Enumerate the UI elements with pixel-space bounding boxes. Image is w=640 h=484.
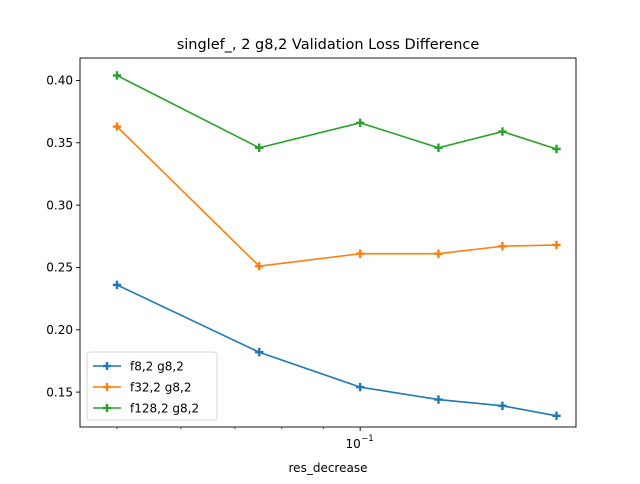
axes: 0.15 0.20 0.25 0.30 0.35 0.40 10 −1 bbox=[46, 57, 577, 451]
series-line bbox=[112, 71, 561, 154]
data-point bbox=[498, 127, 507, 136]
data-point bbox=[498, 242, 507, 251]
y-tick-label: 0.20 bbox=[46, 323, 73, 337]
series-path bbox=[116, 125, 557, 268]
y-tick-label: 0.40 bbox=[46, 74, 73, 88]
x-axis-label: res_decrease bbox=[289, 461, 368, 475]
y-tick-label: 0.35 bbox=[46, 136, 73, 150]
data-point bbox=[112, 280, 122, 290]
data-point bbox=[434, 143, 443, 152]
y-tick-label: 0.30 bbox=[46, 198, 73, 212]
legend-label: f128,2 g8,2 bbox=[130, 401, 199, 415]
legend-item: f8,2 g8,2 bbox=[93, 359, 184, 373]
series-line bbox=[112, 280, 561, 420]
data-point bbox=[112, 122, 122, 131]
data-point bbox=[498, 401, 507, 411]
legend-item: f32,2 g8,2 bbox=[93, 380, 191, 394]
legend-box bbox=[86, 351, 218, 421]
data-point bbox=[552, 411, 561, 420]
data-point bbox=[355, 118, 365, 128]
data-point bbox=[552, 240, 561, 250]
data-point bbox=[255, 261, 264, 271]
legend: f8,2 g8,2 f32,2 g8,2 f128,2 g8,2 bbox=[86, 351, 218, 421]
data-point bbox=[355, 249, 365, 258]
data-point bbox=[434, 395, 443, 404]
series-line bbox=[112, 122, 561, 271]
legend-label: f8,2 g8,2 bbox=[130, 359, 184, 373]
data-point bbox=[255, 348, 264, 357]
legend-label: f32,2 g8,2 bbox=[130, 380, 191, 394]
chart-title: singlef_, 2 g8,2 Validation Loss Differe… bbox=[177, 37, 480, 53]
plot-frame bbox=[79, 57, 577, 428]
data-point bbox=[255, 143, 264, 152]
data-point bbox=[355, 382, 365, 392]
series-path bbox=[116, 74, 557, 150]
legend-item: f128,2 g8,2 bbox=[93, 401, 199, 415]
x-tick-label-exponent: −1 bbox=[361, 434, 374, 444]
y-tick-label: 0.15 bbox=[46, 385, 73, 399]
data-point bbox=[552, 144, 561, 154]
data-point bbox=[112, 71, 122, 80]
data-point bbox=[434, 249, 443, 258]
series-layer bbox=[112, 71, 561, 420]
x-tick-label: 10 bbox=[346, 437, 361, 451]
y-tick-label: 0.25 bbox=[46, 261, 73, 275]
series-path bbox=[116, 284, 557, 417]
